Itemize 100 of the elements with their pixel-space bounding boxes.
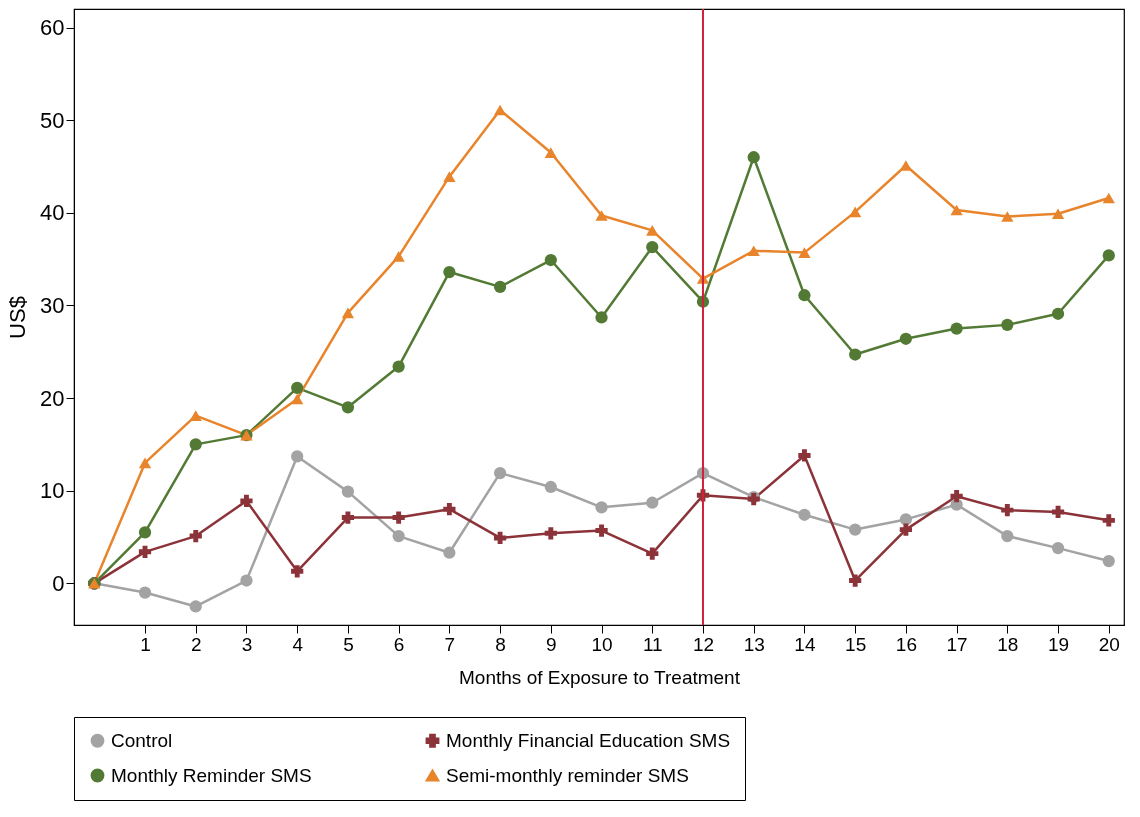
point [849, 348, 862, 361]
point [493, 531, 507, 545]
y-tick-label: 20 [40, 385, 65, 411]
point [646, 547, 659, 560]
point [341, 511, 355, 524]
x-tick-label: 9 [546, 633, 557, 655]
y-tick-label: 10 [40, 478, 65, 504]
x-tick-label: 15 [845, 633, 867, 655]
point [493, 466, 507, 480]
point [544, 480, 557, 494]
y-axis-title: US$ [5, 296, 31, 339]
y-tick-label: 60 [40, 15, 65, 41]
x-axis-title: Months of Exposure to Treatment [459, 666, 741, 688]
point [341, 307, 355, 319]
point [1051, 505, 1065, 519]
point [138, 586, 152, 599]
point [240, 494, 253, 507]
point [493, 280, 507, 294]
x-tick-label: 11 [642, 633, 663, 655]
point [1102, 249, 1115, 262]
point [798, 508, 811, 521]
x-tick-label: 14 [794, 633, 816, 655]
point [595, 311, 608, 324]
point [798, 289, 811, 302]
legend-label: Monthly Financial Education SMS [446, 729, 731, 751]
point [443, 503, 456, 516]
point [138, 545, 152, 558]
point [544, 253, 557, 267]
point [1102, 514, 1115, 527]
point [849, 206, 862, 218]
y-tick-label: 30 [40, 292, 65, 318]
point [443, 265, 456, 279]
point [291, 381, 304, 394]
x-tick-label: 4 [292, 633, 304, 655]
point [189, 529, 202, 543]
legend-label: Control [111, 729, 173, 751]
x-tick-label: 1 [140, 633, 151, 655]
point [1001, 211, 1014, 222]
point [189, 438, 202, 451]
point [950, 490, 963, 503]
point [341, 485, 355, 498]
point [595, 501, 608, 514]
point [1001, 504, 1014, 517]
point [646, 225, 659, 236]
y-tick-label: 40 [40, 200, 65, 226]
point [646, 240, 659, 254]
point [291, 450, 304, 463]
point [1001, 318, 1014, 331]
x-tick-label: 17 [946, 633, 968, 655]
point [849, 523, 862, 536]
point [747, 245, 760, 257]
point [899, 160, 913, 171]
point [646, 496, 659, 509]
x-tick-label: 6 [393, 633, 405, 655]
point [1051, 307, 1065, 320]
point [240, 574, 253, 587]
point [1001, 529, 1014, 543]
point [798, 449, 811, 462]
point [544, 527, 557, 540]
point [1102, 192, 1115, 204]
legend-label: Semi-monthly reminder SMS [446, 764, 689, 786]
point [443, 171, 456, 182]
x-tick-label: 3 [241, 633, 253, 655]
point [392, 511, 405, 524]
x-tick-label: 16 [895, 633, 917, 655]
x-tick-label: 2 [190, 633, 202, 655]
point [291, 393, 304, 405]
x-tick-label: 10 [591, 633, 613, 655]
x-tick-label: 19 [1047, 633, 1070, 655]
x-tick-label: 20 [1098, 633, 1120, 655]
x-tick-label: 7 [444, 633, 456, 655]
point [291, 565, 304, 578]
point [747, 151, 760, 164]
point [392, 360, 405, 373]
y-tick-label: 0 [52, 570, 65, 596]
point [849, 574, 862, 587]
point [1102, 554, 1115, 568]
x-tick-label: 18 [997, 633, 1019, 655]
point [493, 104, 507, 116]
x-tick-label: 13 [743, 633, 765, 655]
point [443, 546, 456, 559]
point [950, 322, 963, 335]
point [189, 600, 202, 613]
point [950, 204, 963, 216]
point [138, 457, 152, 469]
x-tick-label: 5 [343, 633, 354, 655]
point [899, 332, 913, 345]
point [138, 526, 152, 539]
legend-label: Monthly Reminder SMS [111, 764, 312, 786]
point [595, 210, 608, 221]
point [1051, 208, 1065, 220]
point [899, 523, 913, 536]
point [392, 251, 405, 262]
point [595, 524, 608, 537]
x-tick-label: 8 [495, 633, 506, 655]
point [392, 529, 405, 543]
point [341, 401, 355, 414]
x-tick-label: 12 [692, 633, 715, 655]
point [189, 410, 202, 421]
y-tick-label: 50 [40, 107, 65, 133]
